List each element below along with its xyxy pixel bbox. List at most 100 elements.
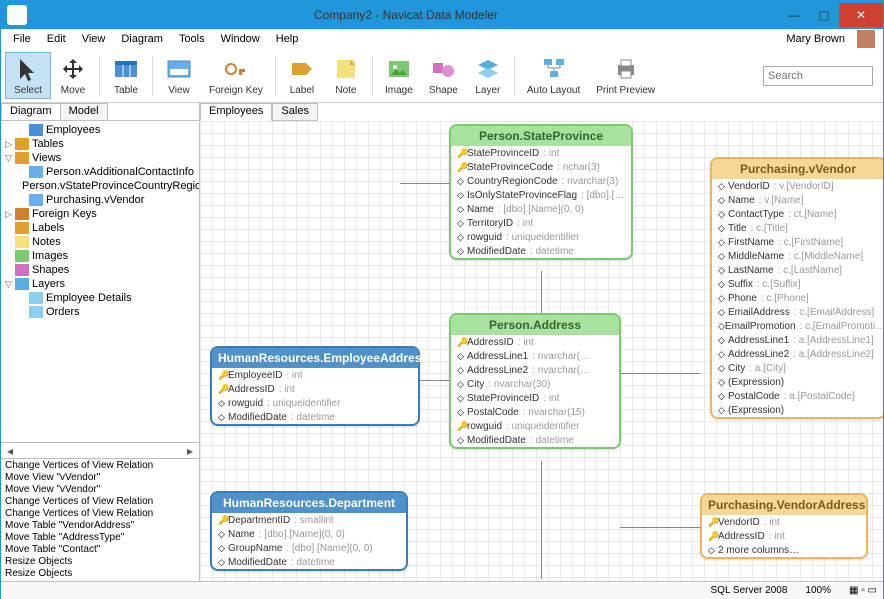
- menu-edit[interactable]: Edit: [39, 31, 74, 47]
- tree-item[interactable]: Images: [1, 249, 199, 263]
- user-badge[interactable]: Mary Brown: [778, 30, 879, 48]
- menu-help[interactable]: Help: [268, 31, 307, 47]
- field-row[interactable]: ◇EmailAddress: c.[EmailAddress]: [712, 305, 883, 319]
- field-row[interactable]: ◇MiddleName: c.[MiddleName]: [712, 249, 883, 263]
- entity-title[interactable]: Person.StateProvince: [451, 126, 631, 146]
- tree-item[interactable]: Person.vStateProvinceCountryRegion: [1, 179, 199, 193]
- search-box[interactable]: [763, 66, 873, 86]
- field-row[interactable]: ◇AddressLine2: nvarchar(…: [451, 363, 619, 377]
- tab-employees[interactable]: Employees: [200, 103, 272, 121]
- history-item[interactable]: Move Table "VendorAddress": [5, 520, 195, 532]
- field-row[interactable]: ◇(Expression): [712, 403, 883, 417]
- tree-item[interactable]: Purchasing.vVendor: [1, 193, 199, 207]
- field-row[interactable]: ◇AddressLine1: a.[AddressLine1]: [712, 333, 883, 347]
- field-row[interactable]: 🔑StateProvinceID: int: [451, 146, 631, 160]
- history-item[interactable]: Change Vertices of View Relation: [5, 508, 195, 520]
- field-row[interactable]: 🔑EmployeeID: int: [212, 368, 418, 382]
- menu-file[interactable]: File: [5, 31, 39, 47]
- history-item[interactable]: Move View "vVendor": [5, 484, 195, 496]
- field-row[interactable]: ◇Name: [dbo].[Name](0, 0): [451, 202, 631, 216]
- tab-model[interactable]: Model: [60, 103, 108, 120]
- field-row[interactable]: ◇IsOnlyStateProvinceFlag: [dbo].[…: [451, 188, 631, 202]
- field-row[interactable]: ◇Name: v.[Name]: [712, 193, 883, 207]
- toolbar-auto-layout[interactable]: Auto Layout: [519, 53, 588, 98]
- menu-view[interactable]: View: [74, 31, 114, 47]
- toolbar-select[interactable]: Select: [5, 52, 51, 99]
- entity-vendaddr[interactable]: Purchasing.VendorAddress🔑VendorID: int🔑A…: [700, 493, 868, 559]
- toolbar-image[interactable]: Image: [377, 53, 421, 98]
- field-row[interactable]: ◇TerritoryID: int: [451, 216, 631, 230]
- minimize-button[interactable]: —: [779, 3, 809, 27]
- field-row[interactable]: 🔑StateProvinceCode: nchar(3): [451, 160, 631, 174]
- tree-item[interactable]: Labels: [1, 221, 199, 235]
- field-row[interactable]: 🔑DepartmentID: smallint: [212, 513, 406, 527]
- field-row[interactable]: ◇ContactType: ct.[Name]: [712, 207, 883, 221]
- entity-stateprov[interactable]: Person.StateProvince🔑StateProvinceID: in…: [449, 124, 633, 260]
- entity-title[interactable]: Purchasing.VendorAddress: [702, 495, 866, 515]
- field-row[interactable]: 🔑AddressID: int: [451, 335, 619, 349]
- view-mode-icons[interactable]: ▦ ▫ ▭: [849, 585, 877, 596]
- history-item[interactable]: Change Vertices of View Relation: [5, 460, 195, 472]
- field-row[interactable]: ◇City: nvarchar(30): [451, 377, 619, 391]
- field-row[interactable]: ◇CountryRegionCode: nvarchar(3): [451, 174, 631, 188]
- field-row[interactable]: 🔑VendorID: int: [702, 515, 866, 529]
- field-row[interactable]: ◇LastName: c.[LastName]: [712, 263, 883, 277]
- menu-diagram[interactable]: Diagram: [113, 31, 171, 47]
- tree-item[interactable]: Employees: [1, 123, 199, 137]
- field-row[interactable]: ◇ModifiedDate: datetime: [212, 410, 418, 424]
- tree-item[interactable]: ▽Layers: [1, 277, 199, 291]
- field-row[interactable]: ◇rowguid: uniqueidentifier: [451, 230, 631, 244]
- tree-item[interactable]: Employee Details: [1, 291, 199, 305]
- field-row[interactable]: ◇StateProvinceID: int: [451, 391, 619, 405]
- field-row[interactable]: ◇rowguid: uniqueidentifier: [212, 396, 418, 410]
- field-row[interactable]: ◇ModifiedDate: datetime: [451, 244, 631, 258]
- sidebar-scroll[interactable]: ◂▸: [1, 442, 199, 458]
- history-item[interactable]: Move Table "Contact": [5, 544, 195, 556]
- toolbar-view[interactable]: View: [157, 53, 201, 98]
- field-row[interactable]: ◇GroupName: [dbo].[Name](0, 0): [212, 541, 406, 555]
- field-row[interactable]: ◇Name: [dbo].[Name](0, 0): [212, 527, 406, 541]
- maximize-button[interactable]: ▢: [809, 3, 839, 27]
- history-item[interactable]: Resize Objects: [5, 556, 195, 568]
- field-row[interactable]: ◇2 more columns…: [702, 543, 866, 557]
- tab-sales[interactable]: Sales: [272, 103, 318, 121]
- entity-title[interactable]: HumanResources.Department: [212, 493, 406, 513]
- toolbar-print-preview[interactable]: Print Preview: [588, 53, 663, 98]
- field-row[interactable]: ◇FirstName: c.[FirstName]: [712, 235, 883, 249]
- entity-dept[interactable]: HumanResources.Department🔑DepartmentID: …: [210, 491, 408, 571]
- field-row[interactable]: 🔑AddressID: int: [702, 529, 866, 543]
- field-row[interactable]: ◇ModifiedDate: datetime: [451, 433, 619, 447]
- entity-empaddr[interactable]: HumanResources.EmployeeAddress🔑EmployeeI…: [210, 346, 420, 426]
- menu-window[interactable]: Window: [213, 31, 268, 47]
- toolbar-label[interactable]: Label: [280, 53, 324, 98]
- entity-vvendor[interactable]: Purchasing.vVendor◇VendorID: v.[VendorID…: [710, 157, 883, 419]
- menu-tools[interactable]: Tools: [171, 31, 213, 47]
- history-item[interactable]: Change Vertices of View Relation: [5, 496, 195, 508]
- history-item[interactable]: Move Table "AddressType": [5, 532, 195, 544]
- toolbar-shape[interactable]: Shape: [421, 53, 466, 98]
- field-row[interactable]: ◇EmailPromotion: c.[EmailPromoti…: [712, 319, 883, 333]
- entity-title[interactable]: Purchasing.vVendor: [712, 159, 883, 179]
- field-row[interactable]: ◇Suffix: c.[Suffix]: [712, 277, 883, 291]
- toolbar-move[interactable]: Move: [51, 53, 95, 98]
- field-row[interactable]: ◇VendorID: v.[VendorID]: [712, 179, 883, 193]
- tree-item[interactable]: Notes: [1, 235, 199, 249]
- field-row[interactable]: ◇ModifiedDate: datetime: [212, 555, 406, 569]
- tab-diagram[interactable]: Diagram: [1, 103, 61, 120]
- toolbar-layer[interactable]: Layer: [466, 53, 510, 98]
- toolbar-table[interactable]: Table: [104, 53, 148, 98]
- tree-item[interactable]: ▽Views: [1, 151, 199, 165]
- field-row[interactable]: ◇AddressLine2: a.[AddressLine2]: [712, 347, 883, 361]
- entity-address[interactable]: Person.Address🔑AddressID: int◇AddressLin…: [449, 313, 621, 449]
- tree-item[interactable]: ▷Tables: [1, 137, 199, 151]
- diagram-canvas[interactable]: Person.StateProvince🔑StateProvinceID: in…: [200, 121, 883, 581]
- search-input[interactable]: [763, 66, 873, 86]
- history-item[interactable]: Resize Objects: [5, 568, 195, 580]
- tree-item[interactable]: Shapes: [1, 263, 199, 277]
- entity-title[interactable]: HumanResources.EmployeeAddress: [212, 348, 418, 368]
- tree-item[interactable]: Person.vAdditionalContactInfo: [1, 165, 199, 179]
- close-button[interactable]: ✕: [839, 3, 883, 27]
- field-row[interactable]: ◇City: a.[City]: [712, 361, 883, 375]
- field-row[interactable]: ◇(Expression): [712, 375, 883, 389]
- field-row[interactable]: 🔑rowguid: uniqueidentifier: [451, 419, 619, 433]
